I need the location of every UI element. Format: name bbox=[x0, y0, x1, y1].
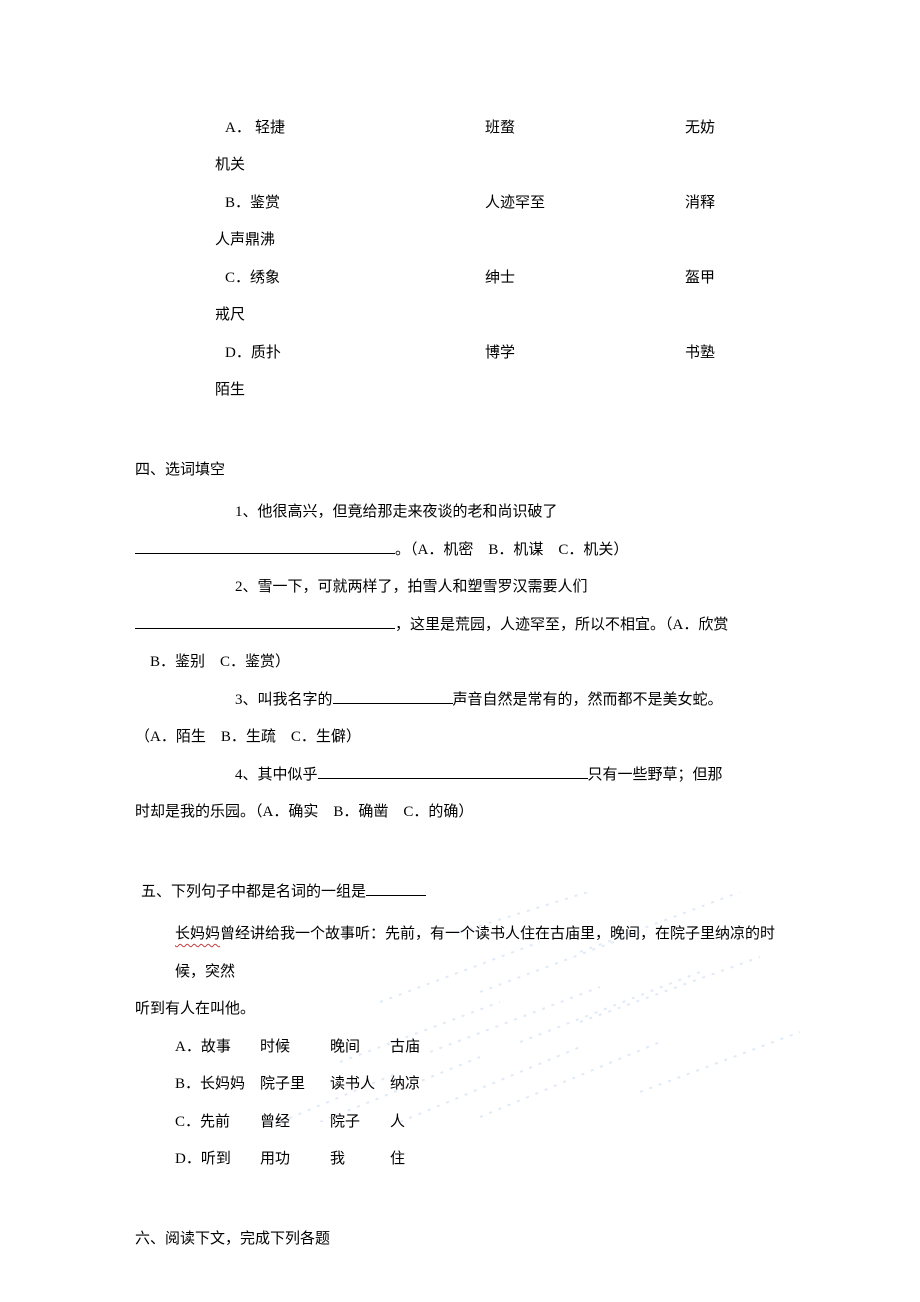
word: 时候 bbox=[260, 1029, 330, 1067]
question-3-a: 3、叫我名字的 bbox=[235, 692, 333, 708]
section-5-paragraph: 长妈妈曾经讲给我一个故事听：先前，有一个读书人住在古庙里，晚间，在院子里纳凉的时… bbox=[135, 916, 785, 991]
word: 古庙 bbox=[390, 1029, 465, 1067]
word: 轻捷 bbox=[225, 110, 485, 148]
word: 我 bbox=[330, 1141, 390, 1179]
word: 质扑 bbox=[251, 345, 281, 361]
word: 鉴赏 bbox=[250, 195, 280, 211]
word: 院子 bbox=[330, 1104, 390, 1142]
option-label: C．先前 bbox=[175, 1104, 260, 1142]
question-1-line2: 。（A．机密 B．机谋 C．机关） bbox=[135, 532, 785, 570]
word: 班蝥 bbox=[485, 110, 685, 148]
section-3-options: A． 轻捷 班蝥 无妨 机关 B．鉴赏 人迹罕至 消释 人声鼎沸 C．绣象 绅士… bbox=[135, 110, 785, 410]
word: 绅士 bbox=[485, 260, 685, 298]
word: 晚间 bbox=[330, 1029, 390, 1067]
word: 曾经 bbox=[260, 1104, 330, 1142]
section-5-options: A．故事 时候 晚间 古庙 B．长妈妈 院子里 读书人 纳凉 C．先前 曾经 院… bbox=[135, 1029, 785, 1179]
word: 人迹罕至 bbox=[485, 185, 685, 223]
word: 读书人 bbox=[330, 1066, 390, 1104]
option-cont: 机关 bbox=[215, 147, 785, 185]
question-2-line1: 2、雪一下，可就两样了，拍雪人和塑雪罗汉需要人们 bbox=[135, 569, 785, 607]
section-4-title: 四、选词填空 bbox=[135, 452, 785, 490]
option-label: D．听到 bbox=[175, 1141, 260, 1179]
question-3-b: 声音自然是常有的，然而都不是美女蛇。 bbox=[453, 692, 723, 708]
word: B．鉴赏 bbox=[225, 185, 485, 223]
question-2-tail: ，这里是荒园，人迹罕至，所以不相宜。（A．欣赏 bbox=[395, 617, 728, 633]
option-label: B． bbox=[225, 195, 250, 211]
word: 人 bbox=[390, 1104, 465, 1142]
question-2-line2: ，这里是荒园，人迹罕至，所以不相宜。（A．欣赏 bbox=[135, 607, 785, 645]
option-cont: 戒尺 bbox=[215, 297, 785, 335]
option-row: C．先前 曾经 院子 人 bbox=[175, 1104, 785, 1142]
fill-blank[interactable] bbox=[366, 879, 426, 896]
fill-blank[interactable] bbox=[333, 687, 453, 704]
option-words: B．鉴赏 人迹罕至 消释 bbox=[225, 185, 770, 223]
word: 住 bbox=[390, 1141, 465, 1179]
option-label: B．长妈妈 bbox=[175, 1066, 260, 1104]
word: 盔甲 bbox=[685, 260, 770, 298]
section-5-paragraph-cont: 听到有人在叫他。 bbox=[135, 991, 785, 1029]
question-1-line1: 1、他很高兴，但竟给那走来夜谈的老和尚识破了 bbox=[135, 494, 785, 532]
fill-blank[interactable] bbox=[135, 612, 395, 629]
section-6-title: 六、阅读下文，完成下列各题 bbox=[135, 1221, 785, 1259]
question-4-a: 4、其中似乎 bbox=[235, 767, 318, 783]
word: 博学 bbox=[485, 335, 685, 373]
option-label: D． bbox=[225, 345, 251, 361]
word: 院子里 bbox=[260, 1066, 330, 1104]
question-4-b: 只有一些野草；但那 bbox=[588, 767, 723, 783]
question-4-line1: 4、其中似乎 只有一些野草；但那 bbox=[135, 757, 785, 795]
option-label: C． bbox=[225, 270, 250, 286]
word: 无妨 bbox=[685, 110, 770, 148]
word: 消释 bbox=[685, 185, 770, 223]
question-2-line3: B．鉴别 C．鉴赏） bbox=[135, 644, 785, 682]
word: C．绣象 bbox=[225, 260, 485, 298]
word: 纳凉 bbox=[390, 1066, 465, 1104]
option-words: 轻捷 班蝥 无妨 bbox=[225, 110, 770, 148]
question-4-line2: 时却是我的乐园。（A．确实 B．确凿 C．的确） bbox=[135, 794, 785, 832]
section-5-title: 五、下列句子中都是名词的一组是 bbox=[135, 874, 785, 912]
fill-blank[interactable] bbox=[135, 537, 395, 554]
word: 书塾 bbox=[685, 335, 770, 373]
option-cont: 陌生 bbox=[215, 372, 785, 410]
option-cont: 人声鼎沸 bbox=[215, 222, 785, 260]
option-words: D．质扑 博学 书塾 bbox=[225, 335, 770, 373]
fill-blank[interactable] bbox=[318, 762, 588, 779]
option-row: B．长妈妈 院子里 读书人 纳凉 bbox=[175, 1066, 785, 1104]
option-row: D．听到 用功 我 住 bbox=[175, 1141, 785, 1179]
word: 用功 bbox=[260, 1141, 330, 1179]
question-1-tail: 。（A．机密 B．机谋 C．机关） bbox=[395, 542, 628, 558]
option-label: A．故事 bbox=[175, 1029, 260, 1067]
option-words: C．绣象 绅士 盔甲 bbox=[225, 260, 770, 298]
section-5-title-text: 五、下列句子中都是名词的一组是 bbox=[141, 884, 366, 900]
question-3-line2: （A．陌生 B．生疏 C．生僻） bbox=[135, 719, 785, 757]
option-row: A．故事 时候 晚间 古庙 bbox=[175, 1029, 785, 1067]
question-3-line1: 3、叫我名字的 声音自然是常有的，然而都不是美女蛇。 bbox=[135, 682, 785, 720]
word: 绣象 bbox=[250, 270, 280, 286]
para-text: 曾经讲给我一个故事听：先前，有一个读书人住在古庙里，晚间，在院子里纳凉的时候，突… bbox=[175, 926, 775, 980]
word: D．质扑 bbox=[225, 335, 485, 373]
wavy-text: 长妈妈 bbox=[175, 926, 220, 942]
